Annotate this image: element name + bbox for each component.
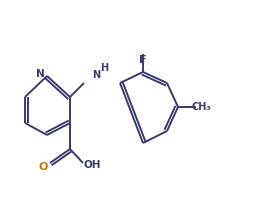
Text: N: N <box>92 70 100 80</box>
Text: O: O <box>38 162 48 172</box>
Text: F: F <box>139 55 147 65</box>
Text: OH: OH <box>83 160 101 170</box>
Text: H: H <box>100 63 108 73</box>
Text: CH₃: CH₃ <box>191 102 211 112</box>
Text: N: N <box>36 69 44 79</box>
